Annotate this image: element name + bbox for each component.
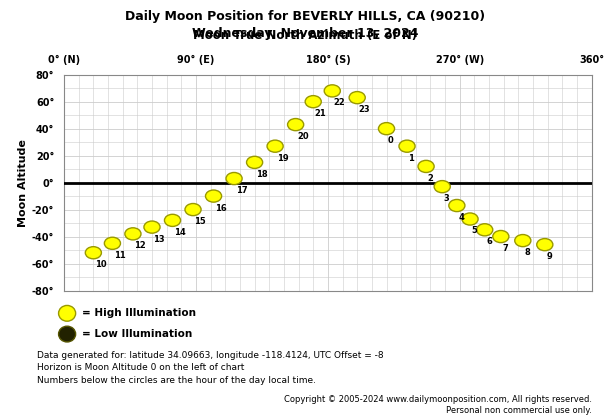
Text: 12: 12	[134, 241, 146, 250]
Ellipse shape	[349, 92, 365, 104]
Text: 2: 2	[428, 174, 434, 183]
Ellipse shape	[144, 221, 160, 233]
Text: 6: 6	[486, 237, 492, 246]
Text: Wednesday, November 13, 2024: Wednesday, November 13, 2024	[192, 27, 418, 40]
Text: Daily Moon Position for BEVERLY HILLS, CA (90210): Daily Moon Position for BEVERLY HILLS, C…	[125, 10, 485, 23]
Ellipse shape	[418, 160, 434, 173]
Text: Copyright © 2005-2024 www.dailymoonposition.com, All rights reserved.: Copyright © 2005-2024 www.dailymoonposit…	[284, 395, 592, 404]
Text: 11: 11	[114, 251, 126, 260]
Text: 3: 3	[443, 194, 450, 203]
Ellipse shape	[185, 203, 201, 216]
Ellipse shape	[305, 95, 321, 108]
Text: 17: 17	[235, 186, 247, 195]
Text: Horizon is Moon Altitude 0 on the left of chart: Horizon is Moon Altitude 0 on the left o…	[37, 363, 244, 372]
Ellipse shape	[246, 156, 263, 168]
Ellipse shape	[165, 214, 181, 227]
Text: 18: 18	[256, 170, 268, 179]
Ellipse shape	[434, 181, 450, 193]
Text: Personal non commercial use only.: Personal non commercial use only.	[446, 406, 592, 415]
Text: 5: 5	[472, 227, 478, 235]
Text: 16: 16	[215, 203, 227, 212]
Text: 19: 19	[276, 154, 288, 163]
Text: = High Illumination: = High Illumination	[82, 308, 196, 318]
Text: Moon True North Azimuth (E of N): Moon True North Azimuth (E of N)	[193, 29, 417, 42]
Ellipse shape	[449, 200, 465, 212]
Ellipse shape	[104, 237, 121, 249]
Text: 20: 20	[297, 132, 309, 141]
Text: 23: 23	[359, 105, 370, 114]
Ellipse shape	[378, 122, 395, 135]
Text: 4: 4	[458, 213, 464, 222]
Ellipse shape	[493, 230, 509, 243]
Ellipse shape	[476, 224, 493, 236]
Text: 9: 9	[547, 252, 552, 261]
Text: 0: 0	[388, 136, 393, 145]
Ellipse shape	[85, 247, 101, 259]
Text: 15: 15	[195, 217, 206, 226]
Ellipse shape	[206, 190, 221, 202]
Ellipse shape	[267, 140, 283, 152]
Ellipse shape	[399, 140, 415, 152]
Text: 13: 13	[154, 234, 165, 244]
Text: Data generated for: latitude 34.09663, longitude -118.4124, UTC Offset = -8: Data generated for: latitude 34.09663, l…	[37, 351, 383, 360]
Text: 10: 10	[95, 260, 107, 269]
Ellipse shape	[125, 228, 141, 240]
Text: 8: 8	[524, 248, 530, 257]
Text: 7: 7	[502, 244, 508, 253]
Text: 14: 14	[174, 228, 185, 237]
Ellipse shape	[537, 239, 553, 251]
Y-axis label: Moon Altitude: Moon Altitude	[18, 139, 27, 227]
Text: = Low Illumination: = Low Illumination	[82, 329, 193, 339]
Ellipse shape	[462, 213, 478, 225]
Ellipse shape	[515, 234, 531, 247]
Text: 22: 22	[334, 98, 345, 107]
Ellipse shape	[287, 119, 304, 131]
Text: 1: 1	[409, 154, 414, 163]
Ellipse shape	[324, 85, 340, 97]
Ellipse shape	[226, 173, 242, 185]
Text: 21: 21	[315, 109, 326, 118]
Text: Numbers below the circles are the hour of the day local time.: Numbers below the circles are the hour o…	[37, 376, 315, 385]
